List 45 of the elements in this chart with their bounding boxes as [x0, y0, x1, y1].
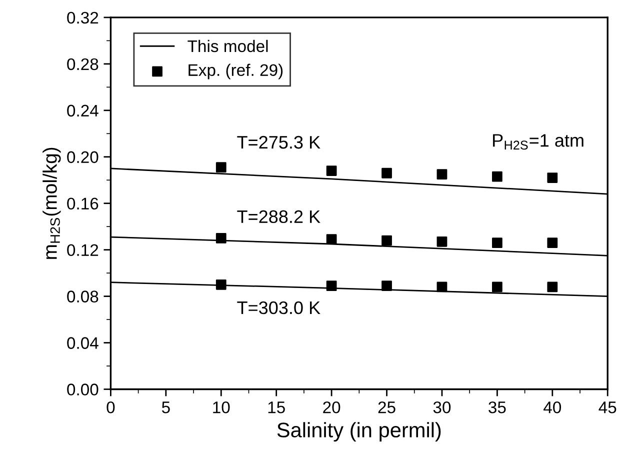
point: [436, 236, 448, 247]
point: [547, 282, 558, 292]
point: [382, 168, 392, 178]
point: [326, 234, 337, 245]
x-tick-label: 15: [268, 402, 285, 414]
point: [216, 162, 226, 173]
x-tick-label: 20: [323, 401, 340, 414]
annotation: P$_{H2S}$=1 atm: [493, 134, 584, 150]
point: [436, 169, 448, 180]
y-tick-label: 0.00: [67, 384, 98, 396]
point: [382, 235, 392, 246]
annotation: T=288.2 K: [237, 210, 320, 224]
x-tick-label: 25: [378, 401, 396, 414]
y-tick-label: 0.12: [67, 244, 98, 256]
point: [492, 238, 502, 248]
y-tick-label: 0.24: [67, 104, 98, 117]
legend-label: Exp. (ref. 29): [188, 64, 283, 80]
legend-label: This model: [188, 40, 268, 52]
point: [547, 238, 558, 248]
point: [492, 282, 502, 292]
point: [216, 279, 226, 290]
y-tick-label: 0.20: [67, 151, 98, 164]
y-tick-label: 0.16: [67, 198, 98, 210]
x-tick-label: 30: [433, 401, 451, 414]
x-tick-label: 40: [544, 401, 562, 414]
x-axis-title: Salinity (in permil): [277, 422, 441, 442]
point: [216, 232, 226, 244]
x-tick-label: 35: [488, 401, 506, 414]
annotation: T=275.3 K: [237, 136, 320, 149]
point: [326, 280, 337, 292]
x-tick-label: 10: [213, 401, 230, 414]
y-axis-title: m$_{H2S}$(mol/kg): [42, 148, 61, 259]
x-tick-label: 0: [106, 401, 115, 414]
point: [436, 282, 448, 292]
y-tick-label: 0.04: [67, 337, 98, 349]
point: [326, 166, 337, 176]
y-tick-label: 0.28: [67, 58, 98, 70]
y-tick-label: 0.32: [67, 12, 98, 24]
point: [382, 280, 392, 292]
x-tick-label: 45: [598, 402, 616, 414]
point: [547, 172, 558, 183]
y-tick-label: 0.08: [67, 290, 98, 302]
annotation: T=303.0 K: [237, 301, 320, 314]
x-tick-label: 5: [162, 402, 170, 414]
point: [492, 171, 502, 182]
